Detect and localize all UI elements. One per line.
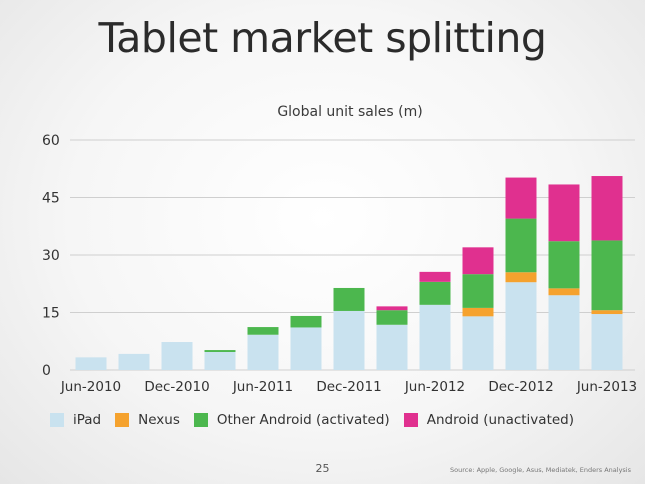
source-note: Source: Apple, Google, Asus, Mediatek, E… (450, 466, 631, 474)
bar-segment-ipad (118, 353, 150, 370)
y-tick-label: 0 (42, 363, 51, 379)
y-tick-label: 60 (42, 133, 60, 149)
bar-segment-other-android (204, 350, 236, 352)
bar-segment-nexus (505, 272, 537, 283)
legend-android-unactivated: Android (unactivated) (403, 412, 575, 428)
legend-label: iPad (73, 412, 102, 428)
bar-segment-ipad (376, 324, 408, 370)
legend-label: Android (unactivated) (426, 412, 575, 428)
y-axis-ticks: 0 15 30 45 60 (42, 133, 60, 379)
bar-segment-ipad (75, 357, 107, 370)
bar-segment-other-android (376, 310, 408, 325)
bar-segment-other-android (419, 281, 451, 305)
x-tick-label: Dec-2011 (316, 379, 381, 395)
bar-segment-ipad (505, 282, 537, 370)
bar-segment-other-android (548, 241, 580, 289)
bar-segment-ipad (548, 295, 580, 370)
bar-segment-ipad (161, 342, 193, 370)
legend-label: Other Android (activated) (216, 412, 390, 428)
legend-label: Nexus (138, 412, 180, 428)
x-axis-ticks: Jun-2010 Dec-2010 Jun-2011 Dec-2011 Jun-2012… (60, 379, 637, 395)
bar-segment-nexus (591, 310, 623, 315)
chart-title: Global unit sales (m) (277, 104, 423, 120)
legend: iPad Nexus Other Android (activated) Androi… (50, 410, 588, 430)
bar-segment-android-unactivated (548, 184, 580, 242)
bar-segment-android-unactivated (376, 306, 408, 311)
legend-swatch (193, 413, 208, 427)
slide-title: Tablet market splitting (98, 14, 547, 62)
x-tick-label: Jun-2013 (576, 379, 637, 395)
x-tick-label: Dec-2010 (144, 379, 209, 395)
x-tick-label: Dec-2012 (488, 379, 553, 395)
legend-swatch (403, 413, 418, 427)
legend-swatch (50, 413, 64, 427)
y-tick-label: 30 (42, 248, 60, 264)
bar-segment-other-android (290, 315, 322, 328)
y-tick-label: 45 (42, 191, 60, 207)
bar-segment-ipad (419, 304, 451, 370)
bar-segment-ipad (247, 334, 279, 370)
bar-segment-other-android (333, 287, 365, 311)
page-number: 25 (315, 462, 330, 475)
x-tick-label: Jun-2012 (404, 379, 465, 395)
bar-segment-android-unactivated (505, 177, 537, 219)
bar-segment-ipad (462, 316, 494, 370)
bar-segment-android-unactivated (591, 176, 623, 241)
bar-segment-nexus (548, 288, 580, 296)
legend-swatch (115, 413, 130, 427)
bar-segment-ipad (591, 314, 623, 370)
legend-other-android: Other Android (activated) (193, 412, 390, 428)
x-tick-label: Jun-2010 (60, 379, 121, 395)
bar-segment-ipad (290, 327, 322, 370)
bar-segment-nexus (462, 307, 494, 317)
legend-ipad: iPad (50, 412, 101, 428)
bars (75, 176, 623, 370)
legend-nexus: Nexus (115, 412, 180, 428)
bar-segment-ipad (204, 351, 236, 370)
x-tick-label: Jun-2011 (232, 379, 293, 395)
bar-segment-ipad (333, 310, 365, 370)
bar-segment-android-unactivated (462, 247, 494, 275)
bar-segment-other-android (505, 218, 537, 273)
bar-segment-other-android (462, 274, 494, 308)
bar-segment-other-android (591, 240, 623, 311)
bar-segment-other-android (247, 327, 279, 335)
bar-segment-android-unactivated (419, 271, 451, 282)
y-tick-label: 15 (42, 306, 60, 322)
